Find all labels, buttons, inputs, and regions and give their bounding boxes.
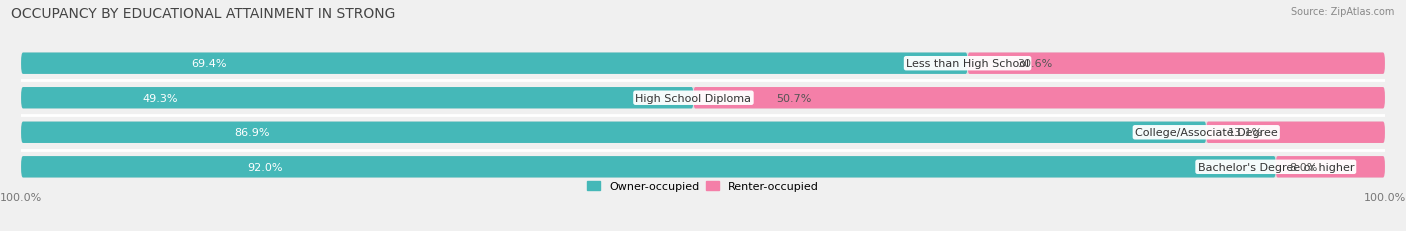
FancyBboxPatch shape <box>967 53 1385 75</box>
Text: Bachelor's Degree or higher: Bachelor's Degree or higher <box>1198 162 1354 172</box>
Text: 86.9%: 86.9% <box>235 128 270 138</box>
FancyBboxPatch shape <box>21 53 1385 75</box>
Text: 92.0%: 92.0% <box>247 162 283 172</box>
Text: Source: ZipAtlas.com: Source: ZipAtlas.com <box>1291 7 1395 17</box>
Text: 50.7%: 50.7% <box>776 93 811 103</box>
FancyBboxPatch shape <box>693 88 1385 109</box>
FancyBboxPatch shape <box>21 122 1385 143</box>
Text: College/Associate Degree: College/Associate Degree <box>1135 128 1278 138</box>
FancyBboxPatch shape <box>21 122 1206 143</box>
FancyBboxPatch shape <box>21 53 967 75</box>
Text: 30.6%: 30.6% <box>1018 59 1053 69</box>
FancyBboxPatch shape <box>21 88 693 109</box>
Text: 8.0%: 8.0% <box>1289 162 1317 172</box>
Text: High School Diploma: High School Diploma <box>636 93 751 103</box>
FancyBboxPatch shape <box>21 88 1385 109</box>
FancyBboxPatch shape <box>21 156 1275 178</box>
FancyBboxPatch shape <box>1206 122 1385 143</box>
Text: 49.3%: 49.3% <box>142 93 177 103</box>
Text: Less than High School: Less than High School <box>905 59 1029 69</box>
Text: OCCUPANCY BY EDUCATIONAL ATTAINMENT IN STRONG: OCCUPANCY BY EDUCATIONAL ATTAINMENT IN S… <box>11 7 395 21</box>
Legend: Owner-occupied, Renter-occupied: Owner-occupied, Renter-occupied <box>582 176 824 196</box>
Text: 13.1%: 13.1% <box>1227 128 1263 138</box>
FancyBboxPatch shape <box>21 156 1385 178</box>
Text: 69.4%: 69.4% <box>191 59 226 69</box>
FancyBboxPatch shape <box>1275 156 1385 178</box>
